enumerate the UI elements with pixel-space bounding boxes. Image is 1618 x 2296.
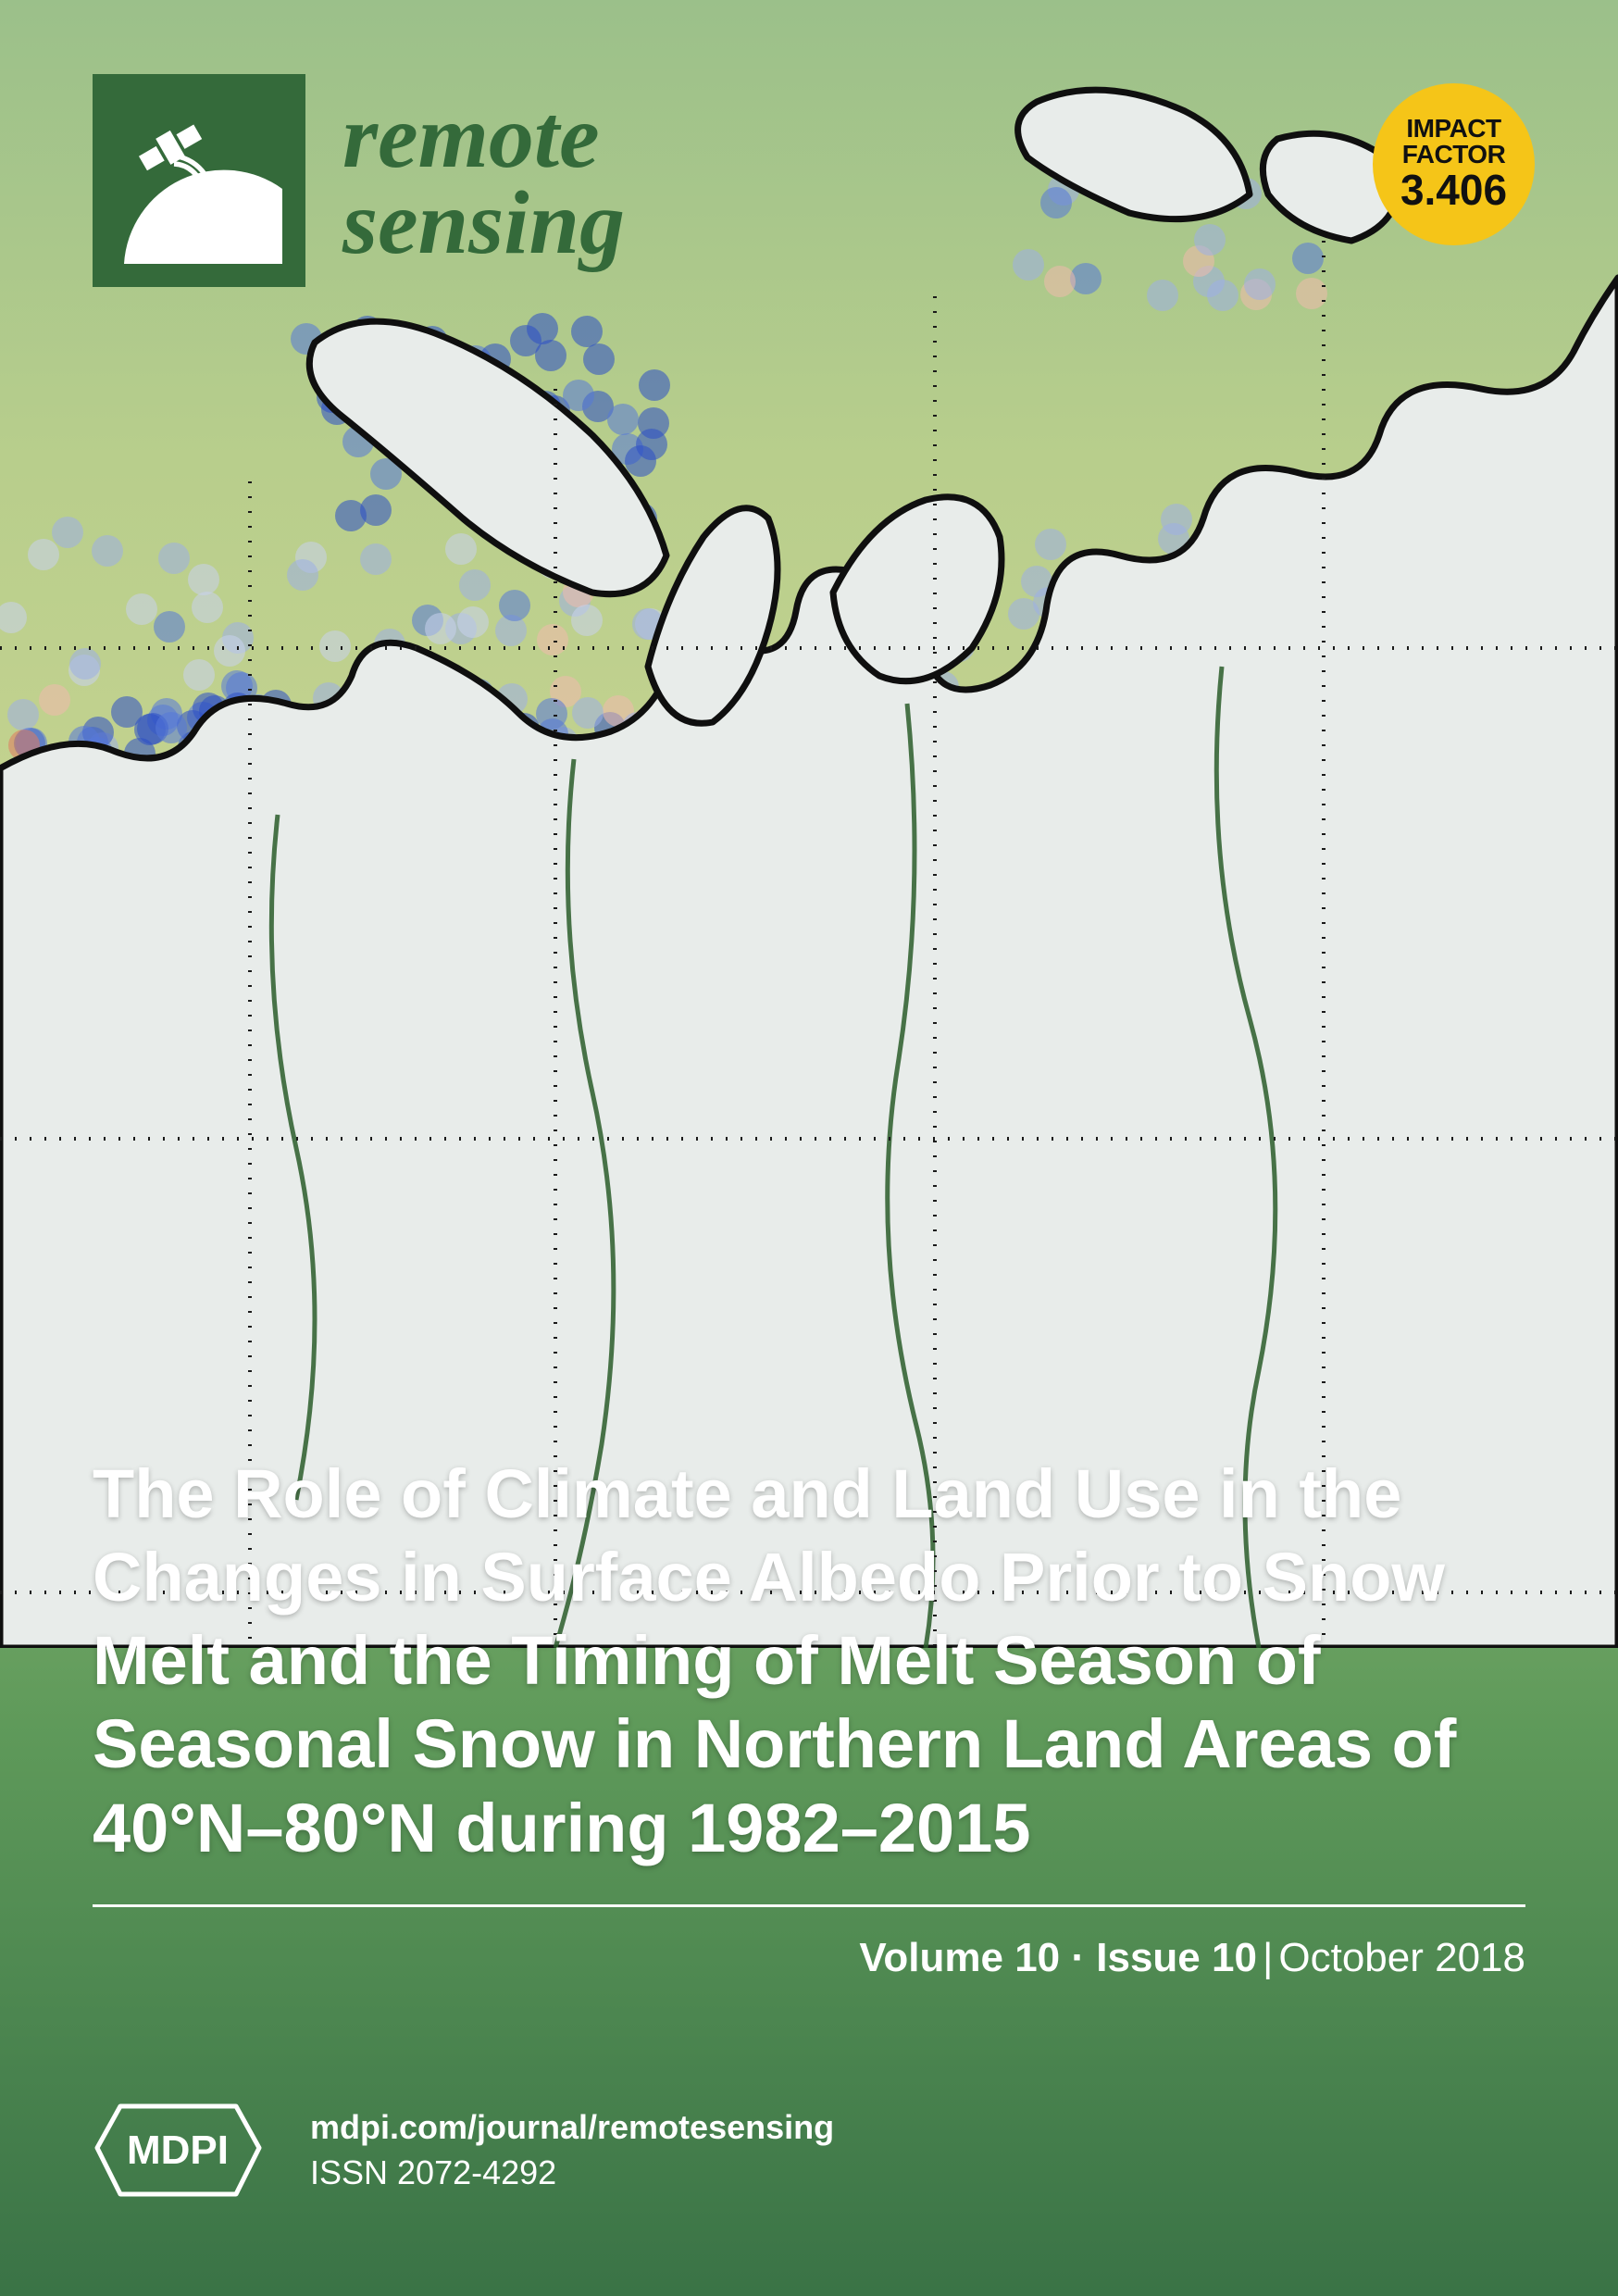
- journal-name: remote sensing: [342, 94, 625, 267]
- impact-label-2: FACTOR: [1402, 142, 1506, 168]
- issue-line: Volume 10 · Issue 10|October 2018: [859, 1935, 1525, 1981]
- volume-label: Volume 10: [859, 1935, 1060, 1980]
- issn: ISSN 2072-4292: [310, 2151, 834, 2196]
- footer-text: mdpi.com/journal/remotesensing ISSN 2072…: [310, 2105, 834, 2195]
- impact-factor-badge: IMPACT FACTOR 3.406: [1373, 83, 1535, 245]
- issue-sep-dot: ·: [1060, 1935, 1096, 1980]
- journal-url: mdpi.com/journal/remotesensing: [310, 2105, 834, 2151]
- publisher-logo: MDPI: [93, 2097, 264, 2203]
- issue-date: October 2018: [1278, 1935, 1525, 1980]
- journal-name-line1: remote: [342, 94, 625, 181]
- issue-label: Issue 10: [1096, 1935, 1257, 1980]
- issue-sep-pipe: |: [1263, 1935, 1273, 1980]
- journal-logo: [93, 74, 305, 287]
- journal-header: remote sensing: [93, 74, 625, 287]
- impact-value: 3.406: [1400, 168, 1507, 212]
- footer: MDPI mdpi.com/journal/remotesensing ISSN…: [93, 2097, 834, 2203]
- journal-name-line2: sensing: [342, 181, 625, 267]
- article-title: The Role of Climate and Land Use in the …: [93, 1453, 1525, 1870]
- title-divider: [93, 1904, 1525, 1907]
- publisher-name: MDPI: [127, 2128, 229, 2173]
- impact-label-1: IMPACT: [1406, 116, 1500, 142]
